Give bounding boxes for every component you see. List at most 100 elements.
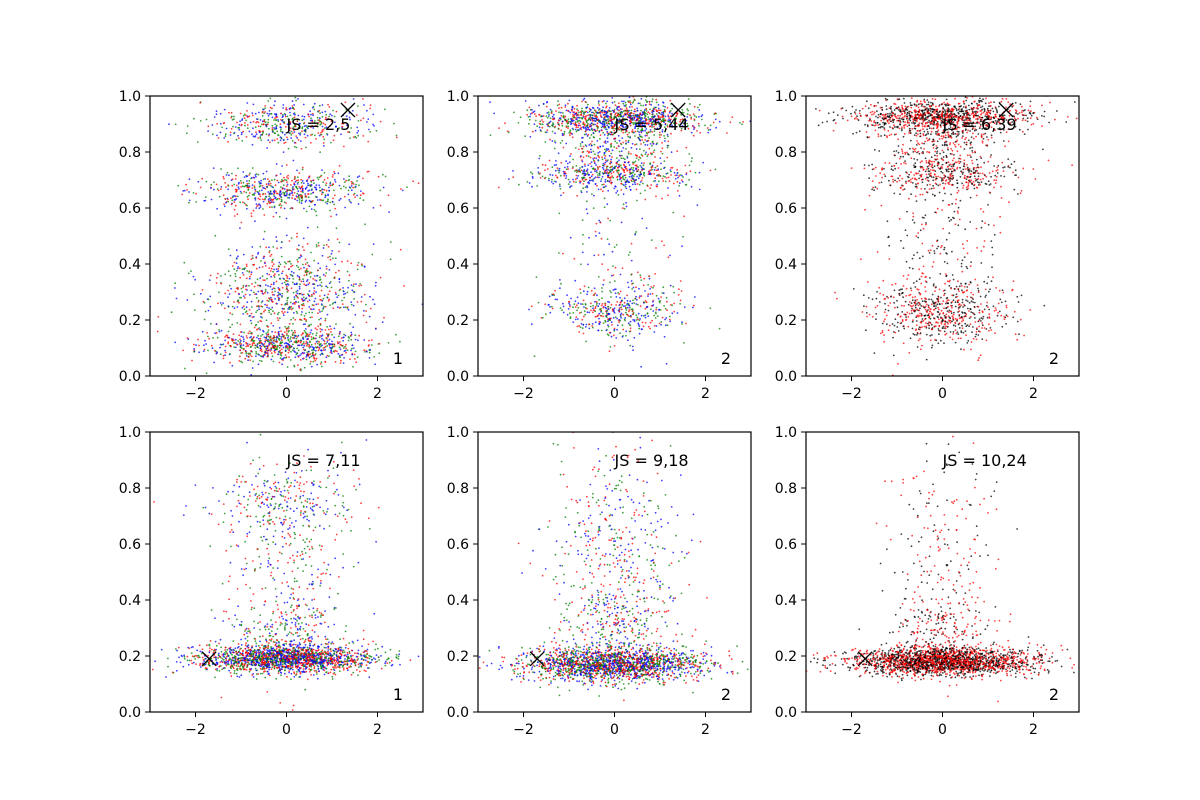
scatter-point (217, 302, 219, 305)
scatter-point (258, 308, 260, 311)
scatter-point (613, 137, 616, 140)
scatter-point (242, 253, 245, 256)
scatter-point (310, 329, 313, 332)
scatter-point (276, 302, 278, 305)
scatter-point (324, 305, 327, 308)
scatter-point (242, 295, 245, 297)
scatter-point (309, 360, 312, 363)
scatter-point (606, 238, 609, 241)
scatter-point (615, 192, 618, 194)
scatter-point (601, 156, 603, 159)
scatter-point (602, 164, 604, 167)
scatter-point (240, 344, 242, 347)
scatter-point (666, 324, 669, 327)
scatter-point (373, 303, 376, 306)
scatter-point (632, 123, 635, 126)
scatter-point (655, 113, 658, 115)
scatter-point (350, 349, 352, 352)
scatter-point (535, 276, 538, 278)
scatter-point (250, 322, 253, 325)
scatter-point (583, 97, 586, 100)
scatter-point (283, 176, 285, 179)
scatter-point (294, 123, 296, 126)
scatter-point (593, 117, 596, 120)
scatter-point (637, 166, 640, 169)
scatter-point (533, 123, 536, 126)
scatter-point (272, 270, 274, 273)
scatter-point (624, 110, 627, 112)
scatter-point (276, 130, 279, 133)
scatter-point (198, 351, 201, 354)
scatter-point (645, 107, 648, 110)
scatter-point (570, 122, 573, 125)
scatter-point (368, 357, 371, 359)
scatter-point (303, 122, 305, 125)
scatter-point (294, 331, 296, 334)
scatter-point (634, 127, 636, 130)
scatter-point (601, 129, 603, 132)
scatter-point (234, 338, 237, 341)
scatter-point (221, 126, 224, 129)
scatter-point (610, 181, 613, 184)
scatter-point (356, 176, 359, 179)
scatter-point (303, 330, 306, 332)
scatter-point (642, 104, 645, 107)
scatter-point (249, 353, 252, 356)
scatter-point (603, 163, 606, 166)
scatter-point (539, 120, 542, 123)
scatter-point (360, 284, 363, 287)
scatter-point (273, 268, 275, 271)
scatter-point (611, 101, 614, 104)
scatter-point (286, 123, 289, 126)
scatter-point (277, 332, 280, 335)
scatter-point (647, 139, 650, 142)
scatter-point (312, 308, 315, 311)
scatter-point (215, 110, 218, 113)
scatter-point (617, 145, 620, 147)
scatter-point (314, 124, 317, 127)
scatter-point (286, 347, 289, 350)
scatter-point (224, 198, 227, 200)
scatter-point (680, 113, 682, 116)
scatter-point (615, 107, 618, 110)
scatter-point (296, 169, 298, 172)
scatter-point (595, 157, 598, 160)
scatter-point (326, 345, 329, 347)
scatter-point (628, 330, 631, 333)
scatter-point (317, 110, 320, 113)
scatter-point (288, 346, 291, 349)
scatter-point (583, 176, 586, 179)
scatter-point (280, 330, 282, 332)
scatter-point (549, 120, 552, 123)
scatter-point (315, 244, 318, 246)
scatter-point (628, 168, 631, 171)
scatter-point (322, 181, 325, 184)
scatter-point (325, 272, 328, 274)
scatter-point (334, 207, 337, 210)
scatter-point (246, 110, 248, 112)
scatter-point (282, 312, 284, 315)
scatter-point (579, 111, 582, 113)
scatter-point (633, 119, 635, 121)
scatter-point (309, 126, 312, 128)
scatter-point (272, 246, 275, 248)
scatter-point (315, 214, 318, 217)
scatter-point (620, 114, 622, 116)
scatter-point (290, 130, 293, 133)
scatter-point (291, 329, 293, 332)
scatter-point (621, 324, 624, 327)
scatter-point (229, 131, 232, 134)
scatter-point (622, 176, 624, 179)
scatter-point (319, 295, 321, 297)
scatter-point (331, 250, 334, 252)
scatter-point (248, 182, 250, 185)
scatter-point (581, 141, 584, 144)
scatter-point (399, 248, 402, 251)
scatter-point (282, 346, 285, 349)
scatter-point (280, 200, 283, 203)
scatter-point (568, 304, 571, 306)
scatter-point (288, 193, 290, 196)
scatter-point (356, 356, 359, 358)
scatter-point (368, 351, 371, 354)
scatter-point (601, 122, 604, 125)
